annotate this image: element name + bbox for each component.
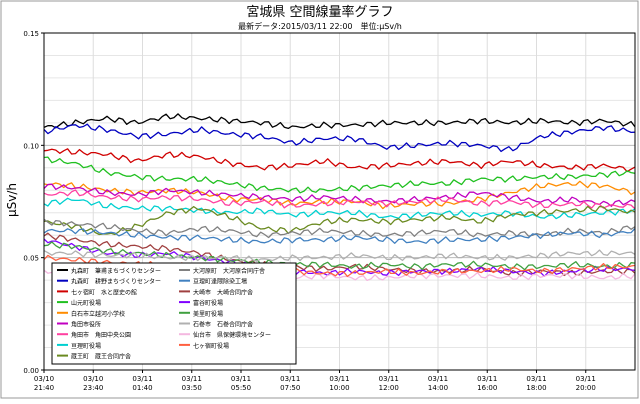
x-tick-label-time: 18:00	[526, 384, 546, 392]
legend-entry: 美里町役場	[193, 310, 223, 318]
legend-entry: 白石市立越河小学校	[71, 310, 125, 318]
legend-entry: 亘理町役場	[71, 342, 101, 350]
legend-entry: 丸森町 耕野まちづくりセンター	[71, 278, 161, 286]
y-tick-label: 0.00	[23, 367, 39, 375]
x-tick-label-date: 03/11	[379, 375, 399, 383]
x-tick-label-date: 03/11	[182, 375, 202, 383]
y-axis-label: μSv/h	[5, 183, 19, 217]
series-line	[43, 218, 636, 239]
legend-entry: 角田市役所	[71, 321, 101, 329]
series-line	[43, 183, 636, 207]
legend-entry: 蔵王町 蔵王合同庁舎	[71, 353, 131, 361]
y-tick-label: 0.15	[23, 30, 39, 38]
x-tick-label-time: 20:00	[576, 384, 596, 392]
x-tick-label-time: 14:00	[428, 384, 448, 392]
x-tick-label-date: 03/11	[526, 375, 546, 383]
legend-entry: 大河原町 大河原合同庁舎	[193, 267, 265, 275]
legend-entry: 角田市 角田中央公園	[71, 331, 131, 339]
series-line	[43, 205, 636, 236]
chart-title: 宮城県 空間線量率グラフ	[246, 4, 393, 20]
legend-entry: 仙台市 県保健環境センター	[193, 331, 271, 339]
x-tick-label-date: 03/11	[280, 375, 300, 383]
x-tick-label-date: 03/11	[329, 375, 349, 383]
x-tick-label-date: 03/10	[83, 375, 103, 383]
series-line	[43, 156, 636, 194]
series-line	[43, 228, 636, 244]
series-line	[43, 148, 636, 173]
y-tick-label: 0.10	[23, 142, 39, 150]
legend-entry: 石巻市 石巻合同庁舎	[193, 321, 253, 329]
x-tick-label-time: 21:40	[34, 384, 54, 392]
x-tick-label-date: 03/10	[34, 375, 54, 383]
x-tick-label-date: 03/11	[477, 375, 497, 383]
x-tick-label-date: 03/11	[428, 375, 448, 383]
y-axis-ticks: 0.00 0.05 0.10 0.15	[23, 30, 44, 375]
y-tick-label: 0.05	[23, 255, 39, 263]
x-tick-label-date: 03/11	[231, 375, 251, 383]
legend-entry: 亘理町逢隈除染工場	[193, 278, 247, 286]
x-tick-label-time: 16:00	[477, 384, 497, 392]
legend-entry: 七ヶ宿町役場	[193, 342, 229, 350]
series-line	[43, 113, 636, 130]
legend-box	[51, 262, 297, 365]
legend-entry: 富谷町役場	[193, 299, 223, 307]
series-line	[43, 189, 636, 210]
series-lines	[43, 113, 636, 282]
x-tick-label-time: 07:50	[280, 384, 300, 392]
series-line	[43, 123, 636, 153]
legend-entry: 七ヶ宿町 水と歴史の館	[71, 288, 137, 296]
legend-entry: 山元町役場	[71, 299, 101, 307]
series-line	[43, 241, 636, 271]
x-tick-label-time: 03:50	[182, 384, 202, 392]
legend-entry: 丸森町 筆甫まちづくりセンター	[71, 267, 161, 275]
x-axis-ticks: 03/1021:4003/1023:4003/1101:4003/1103:50…	[34, 370, 596, 392]
x-tick-label-date: 03/11	[576, 375, 596, 383]
series-line	[43, 180, 636, 210]
series-line	[43, 249, 636, 262]
x-tick-label-time: 23:40	[83, 384, 103, 392]
x-tick-label-time: 12:00	[379, 384, 399, 392]
x-tick-label-date: 03/11	[132, 375, 152, 383]
chart-subtitle: 最新データ:2015/03/11 22:00 単位:μSv/h	[238, 21, 402, 31]
series-line	[43, 238, 636, 277]
x-tick-label-time: 05:50	[231, 384, 251, 392]
legend-entry: 大崎市 大崎合同庁舎	[193, 288, 253, 296]
x-tick-label-time: 01:40	[132, 384, 152, 392]
x-tick-label-time: 10:00	[329, 384, 349, 392]
